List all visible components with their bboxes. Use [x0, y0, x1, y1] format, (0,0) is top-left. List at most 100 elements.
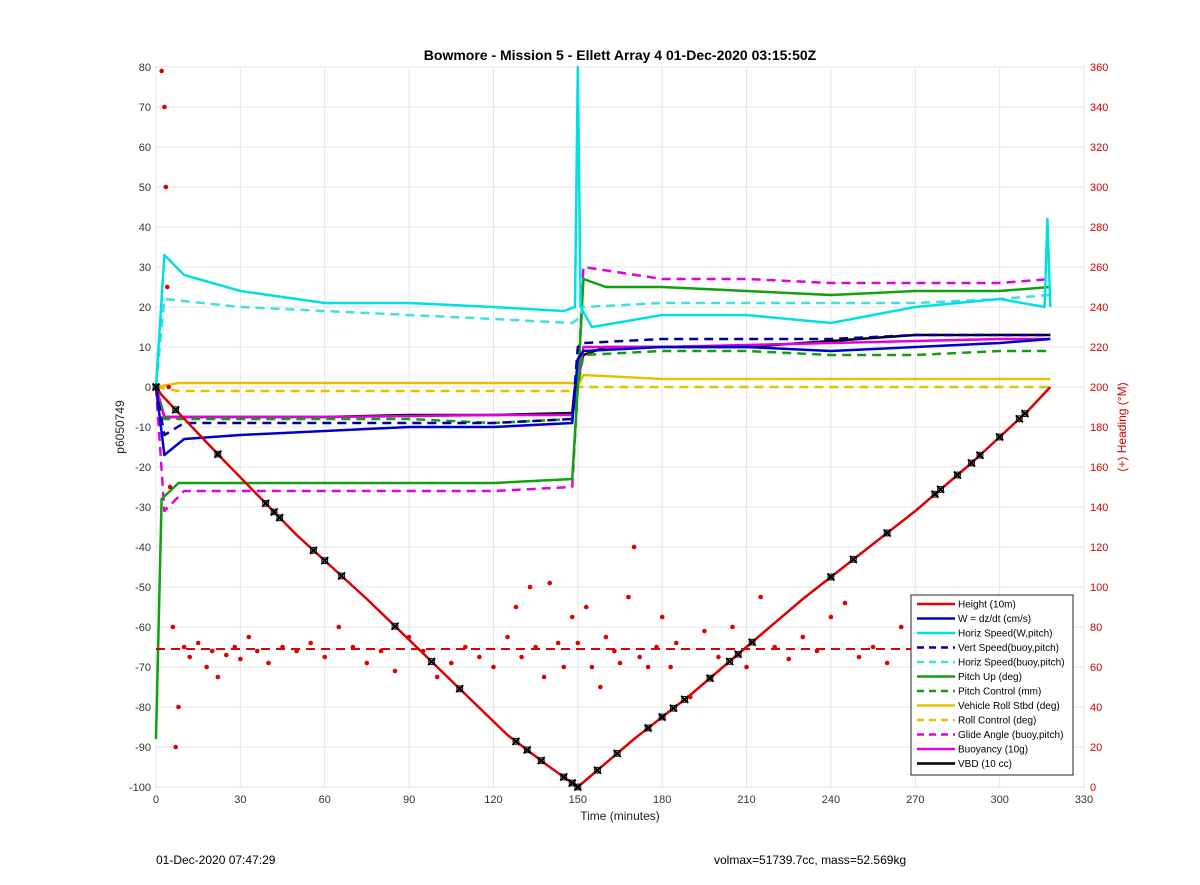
height-marker-ring	[1021, 410, 1029, 418]
heading-point	[555, 640, 561, 646]
heading-point	[702, 628, 707, 634]
heading-point	[294, 648, 299, 654]
heading-point	[204, 664, 209, 670]
heading-point	[856, 654, 862, 660]
heading-point	[224, 652, 229, 658]
heading-point	[164, 284, 170, 290]
y-tick-label: -10	[135, 422, 151, 434]
y2-tick-label: 140	[1090, 502, 1108, 514]
heading-point	[163, 184, 169, 190]
grid-lines	[155, 66, 1085, 788]
height-marker-ring	[849, 555, 857, 563]
x-tick-label: 300	[990, 794, 1008, 806]
heading-point	[477, 654, 482, 660]
y-tick-label: -100	[129, 782, 151, 794]
heading-point	[308, 640, 313, 646]
y-tick-label: -70	[135, 662, 151, 674]
height-marker-ring	[968, 459, 976, 467]
height-marker-ring	[644, 724, 652, 732]
heading-point	[533, 644, 538, 650]
y2-axis-label: (+) Heading (°M)	[1115, 382, 1129, 471]
heading-point	[626, 594, 631, 600]
y-tick-label: -80	[135, 702, 151, 714]
heading-point	[406, 634, 412, 640]
height-marker-ring	[976, 451, 984, 459]
y2-tick-label: 220	[1090, 342, 1108, 354]
series-line-height-10m	[154, 386, 1052, 789]
heading-point	[561, 664, 567, 670]
heading-point	[505, 634, 510, 640]
heading-point	[181, 644, 187, 650]
heading-point	[772, 644, 777, 650]
heading-point	[420, 648, 426, 654]
heading-point	[598, 684, 603, 690]
heading-point	[898, 624, 904, 630]
x-tick-label: 90	[403, 794, 415, 806]
height-marker-ring	[338, 572, 346, 580]
heading-point	[322, 654, 328, 660]
heading-point	[583, 604, 589, 610]
heading-point	[884, 660, 890, 666]
y-tick-label: -20	[135, 462, 151, 474]
height-marker-ring	[613, 749, 621, 757]
heading-point	[541, 674, 547, 680]
heading-point	[378, 648, 384, 654]
height-marker-ring	[931, 490, 939, 498]
y2-tick-labels: 0 20 40 60 80 100 120 140 160 180 200 220 240 260 280 3…	[1090, 62, 1108, 794]
y2-tick-label: 260	[1090, 262, 1108, 274]
y2-tick-label: 60	[1090, 662, 1102, 674]
y-tick-label: 40	[139, 222, 151, 234]
legend: Height (10m) W = dz/dt (cm/s) Horiz Speed(…	[910, 594, 1074, 776]
heading-point	[688, 694, 693, 700]
x-tick-label: 60	[319, 794, 331, 806]
y2-tick-label: 200	[1090, 382, 1108, 394]
series-lines	[154, 65, 1052, 789]
heading-point	[828, 614, 834, 620]
heading-point	[215, 674, 221, 680]
y-tick-label: -30	[135, 502, 151, 514]
height-marker-ring	[321, 557, 329, 565]
height-marker-ring	[1015, 415, 1023, 423]
heading-point	[744, 664, 749, 670]
height-marker-ring	[726, 657, 734, 665]
heading-point	[645, 664, 651, 670]
heading-point	[434, 674, 440, 680]
heading-point	[392, 668, 398, 674]
heading-point	[162, 104, 167, 110]
heading-point	[187, 654, 193, 660]
heading-point	[659, 614, 665, 620]
legend-label: VBD (10 cc)	[958, 759, 1012, 770]
y-tick-label: -90	[135, 742, 151, 754]
x-tick-label: 210	[737, 794, 755, 806]
chart-title: Bowmore - Mission 5 - Ellett Array 4 01-…	[424, 47, 817, 63]
heading-point	[870, 644, 876, 650]
y2-tick-label: 100	[1090, 582, 1108, 594]
heading-point	[336, 624, 342, 630]
legend-label: Glide Angle (buoy,pitch)	[958, 730, 1063, 741]
legend-label: Buoyancy (10g)	[958, 745, 1028, 756]
height-marker-ring	[953, 471, 961, 479]
heading-point	[167, 484, 173, 490]
heading-point	[654, 644, 659, 650]
heading-point	[519, 654, 524, 660]
y-tick-label: -60	[135, 622, 151, 634]
height-marker-ring	[748, 638, 756, 646]
y-tick-label: -40	[135, 542, 151, 554]
heading-point	[166, 384, 171, 390]
heading-point	[617, 660, 623, 666]
heading-point	[569, 614, 575, 620]
y-tick-labels: -100-90-80-70-60-50-40-30-20-10010203040…	[129, 62, 151, 794]
heading-point	[842, 600, 848, 606]
x-tick-label: 150	[569, 794, 587, 806]
legend-label: Horiz Speed(W,pitch)	[958, 629, 1052, 640]
height-marker-ring	[456, 685, 464, 693]
heading-point	[159, 68, 164, 74]
x-tick-label: 30	[234, 794, 246, 806]
y2-tick-label: 0	[1090, 782, 1096, 794]
y2-tick-label: 360	[1090, 62, 1108, 74]
height-marker-ring	[262, 499, 270, 507]
y2-tick-label: 300	[1090, 182, 1108, 194]
height-marker-ring	[537, 757, 545, 765]
heading-point	[631, 544, 637, 550]
series-line-w-dz-dt-cm-s	[154, 337, 1051, 457]
